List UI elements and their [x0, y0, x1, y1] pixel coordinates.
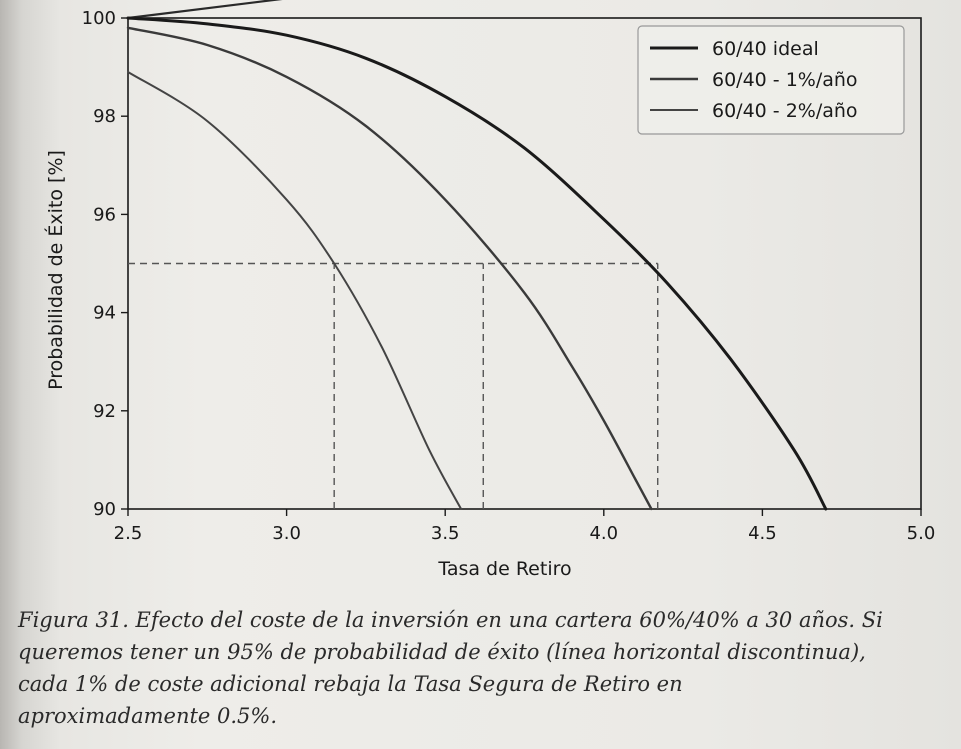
- figure-caption: Figura 31. Efecto del coste de la invers…: [18, 604, 948, 732]
- legend-label: 60/40 - 2%/año: [712, 100, 858, 122]
- legend-label: 60/40 - 1%/año: [712, 69, 858, 91]
- x-axis-label: Tasa de Retiro: [437, 558, 571, 580]
- top-boundary-line: [127, 0, 283, 20]
- x-tick-label: 3.0: [272, 523, 301, 544]
- x-tick-label: 2.5: [114, 523, 143, 544]
- y-tick-label: 100: [82, 8, 116, 29]
- x-tick-label: 5.0: [907, 523, 936, 544]
- x-tick-label: 4.0: [589, 523, 618, 544]
- x-tick-label: 4.5: [748, 523, 777, 544]
- chart-figure: 2.5 3.0 3.5 4.0 4.5 5.0 90 92 94 96 98 100 60/40 id…: [44, 0, 936, 580]
- y-tick-label: 90: [93, 499, 116, 520]
- axes-ticks: 2.5 3.0 3.5 4.0 4.5 5.0 90 92 94 96 98 100: [82, 8, 936, 544]
- series-line-3: [127, 71, 463, 510]
- caption-line: queremos tener un 95% de probabilidad de…: [18, 640, 866, 664]
- series-line-1: [126, 16, 828, 511]
- series-line-2: [126, 26, 653, 511]
- caption-line: Figura 31. Efecto del coste de la invers…: [18, 608, 883, 632]
- y-axis-label: Probabilidad de Éxito [%]: [44, 150, 67, 390]
- x-tick-label: 3.5: [431, 523, 460, 544]
- plot-area: [126, 0, 922, 511]
- y-tick-label: 94: [93, 303, 116, 324]
- caption-line: aproximadamente 0.5%.: [18, 704, 278, 728]
- legend: 60/40 ideal 60/40 - 1%/año 60/40 - 2%/año: [637, 25, 905, 135]
- y-tick-label: 98: [93, 106, 116, 127]
- caption-line: cada 1% de coste adicional rebaja la Tas…: [18, 672, 683, 696]
- line-chart: 2.5 3.0 3.5 4.0 4.5 5.0 90 92 94 96 98 100 60/40 id…: [44, 0, 936, 580]
- y-tick-label: 92: [93, 401, 116, 422]
- y-tick-label: 96: [93, 204, 116, 225]
- legend-box: [637, 25, 905, 135]
- legend-label: 60/40 ideal: [712, 38, 819, 60]
